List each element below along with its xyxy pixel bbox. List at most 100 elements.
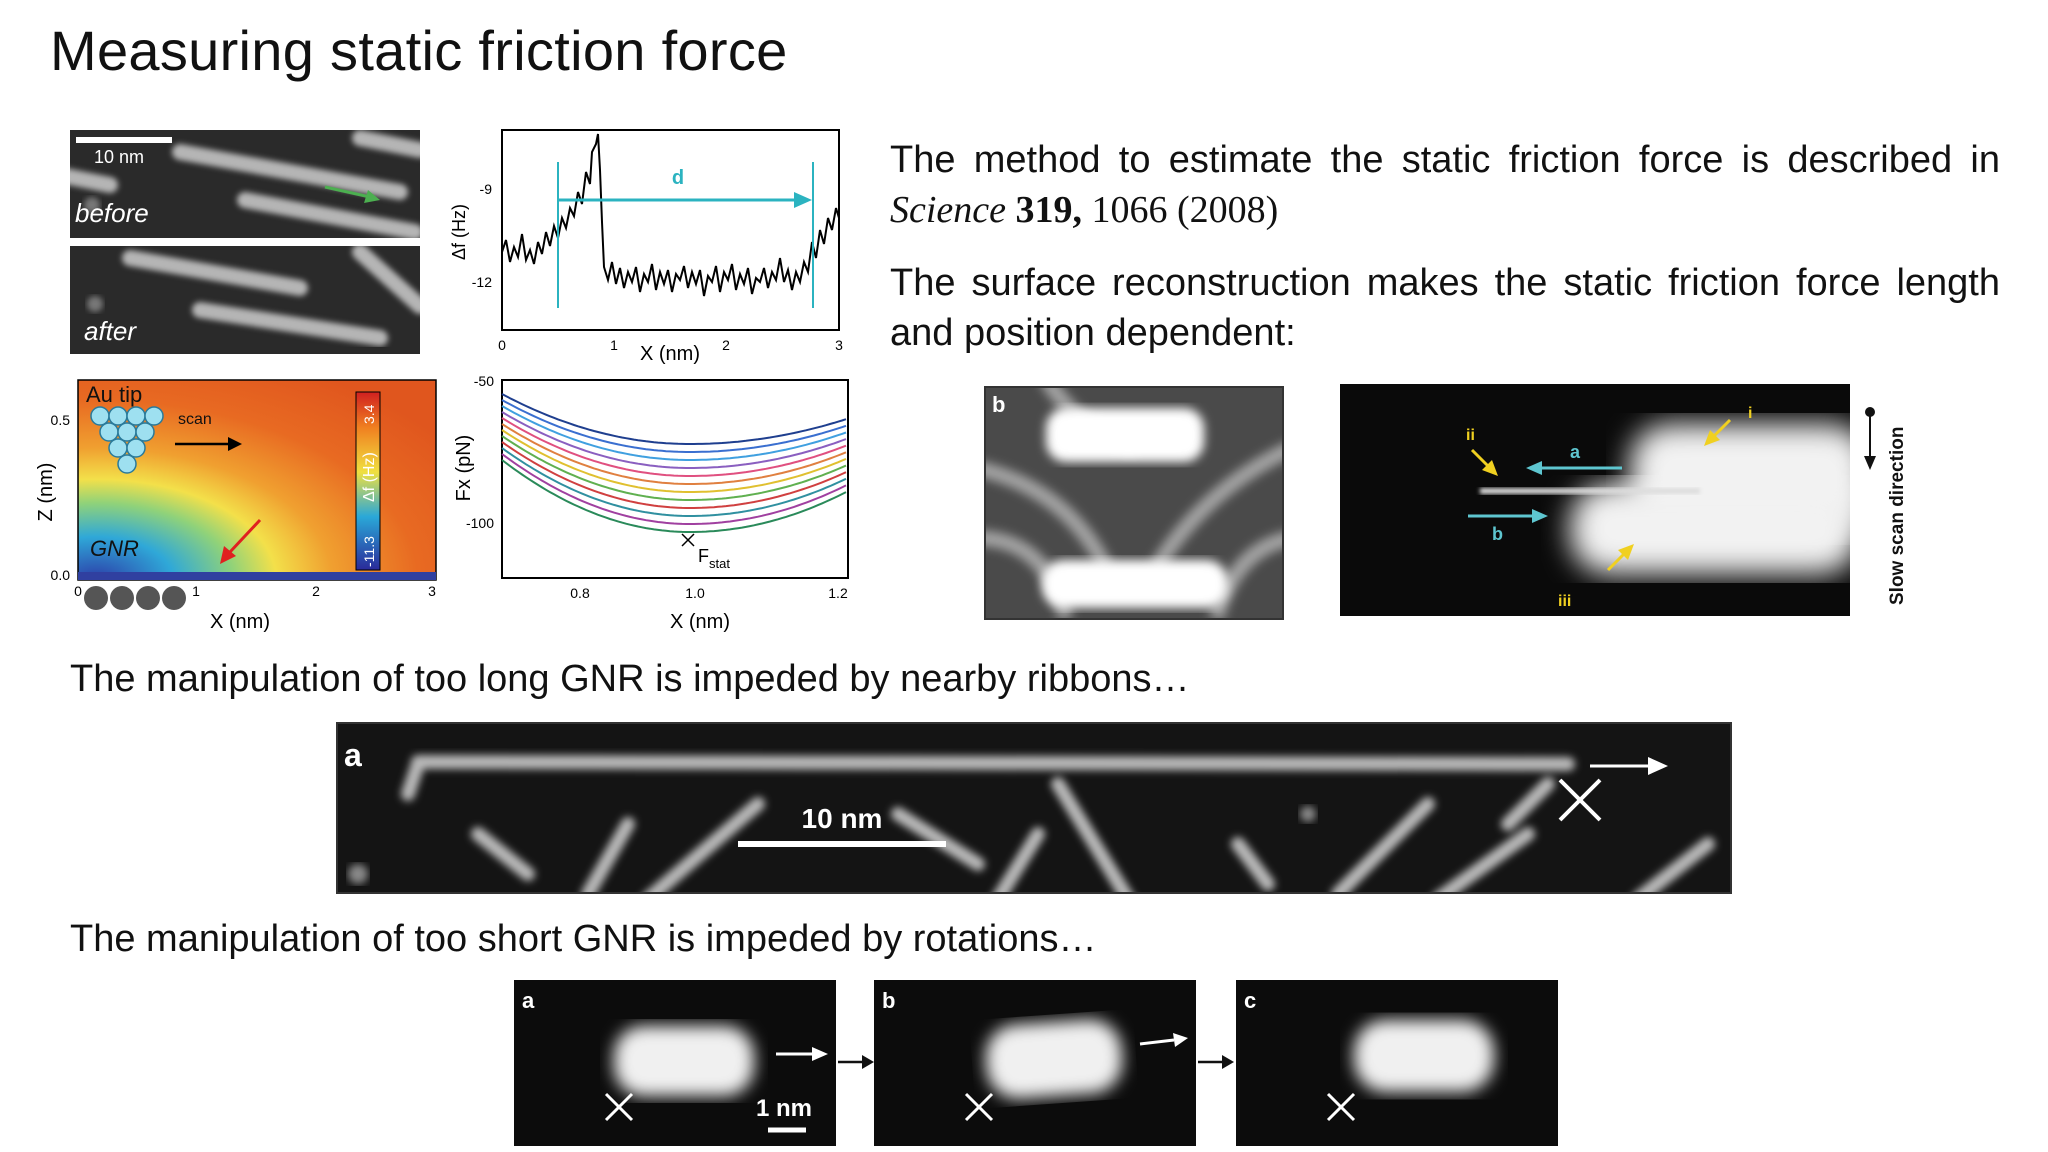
fx-xlabel: X (nm)	[670, 611, 730, 633]
fstat-main: F	[698, 546, 709, 566]
fx-curve	[501, 423, 847, 485]
stm-before-image: 10 nm before	[70, 130, 420, 238]
ytick-df-1: -12	[472, 274, 492, 290]
gnr-label: GNR	[90, 536, 139, 561]
xtick-fx-1: 1.0	[685, 585, 705, 601]
caption-long-gnr: The manipulation of too long GNR is impe…	[70, 658, 1190, 700]
fx-plot: Fstat -50 -100 0.8 1.0 1.2 X (nm) Fx (pN…	[453, 373, 849, 633]
colorbar-min: -11.3	[361, 536, 377, 567]
z-ylabel: Z (nm)	[35, 463, 57, 522]
marker-iii-label: iii	[1558, 593, 1571, 610]
journal-name: Science	[890, 189, 1007, 231]
reconstruction-image: b	[984, 386, 1284, 620]
df-trace	[501, 133, 840, 297]
fx-curve	[501, 447, 847, 517]
tip-label: Au tip	[86, 382, 142, 407]
xtick-df-1: 1	[610, 337, 618, 353]
fx-curve	[501, 393, 847, 445]
ytick-fx-0: -50	[474, 373, 494, 389]
ytick-z-0: 0.5	[51, 412, 71, 428]
df-plot-frame	[501, 129, 840, 331]
slow-scan-image: a b i ii iii	[1340, 384, 1850, 616]
short-gnr-panel-b: b	[874, 980, 1196, 1146]
fx-curve	[501, 405, 847, 461]
scan-label: scan	[178, 411, 212, 428]
stm-before-graphic: 10 nm before	[70, 130, 420, 238]
fx-curve	[501, 399, 847, 453]
long-gnr-scale-label: 10 nm	[802, 803, 883, 834]
fx-curve	[501, 435, 847, 501]
substrate-atoms	[84, 586, 186, 610]
xtick-z-2: 2	[312, 583, 320, 599]
journal-pages: 1066 (2008)	[1082, 189, 1279, 231]
short-gnr-scale-label: 1 nm	[756, 1095, 812, 1122]
journal-volume: 319,	[1015, 189, 1083, 231]
df-plot: d -9 -12 0 1 2 3 X (nm) Δf (Hz)	[449, 129, 843, 365]
caption-short-gnr: The manipulation of too short GNR is imp…	[70, 918, 1097, 960]
ytick-df-0: -9	[480, 181, 493, 197]
ytick-z-1: 0.0	[51, 567, 71, 583]
ytick-fx-1: -100	[466, 515, 494, 531]
short-gnr-graphic-b: b	[874, 980, 1196, 1146]
short-gnr-panel-a: a 1 nm	[514, 980, 836, 1146]
short-gnr-label-b: b	[882, 988, 895, 1013]
distance-label: d	[672, 167, 684, 189]
colorbar	[355, 391, 381, 571]
arrow-b-label: b	[1492, 524, 1503, 544]
slow-scan-label: Slow scan direction	[1887, 427, 1908, 605]
marker-ii-label: ii	[1466, 427, 1475, 444]
marker-i-label: i	[1748, 405, 1752, 422]
xtick-df-0: 0	[498, 337, 506, 353]
method-text: The method to estimate the static fricti…	[890, 139, 2000, 181]
z-map-plot: Au tip scan GNR -11.3 Δf (Hz) 3.4 0.5 0.…	[35, 379, 437, 633]
tip-atoms	[90, 406, 164, 474]
reconstruction-graphic: b	[986, 388, 1282, 618]
fstat-label: Fstat	[698, 546, 730, 571]
short-gnr-label-a: a	[522, 988, 535, 1013]
fx-curve	[501, 441, 847, 509]
colorbar-max: 3.4	[361, 404, 377, 424]
fx-curves	[501, 393, 847, 533]
method-paragraph: The method to estimate the static fricti…	[890, 135, 2000, 235]
fx-curve	[501, 411, 847, 469]
after-label: after	[84, 316, 137, 346]
xtick-fx-2: 1.2	[828, 585, 848, 601]
recon-panel-label: b	[992, 392, 1005, 417]
xtick-df-3: 3	[835, 337, 843, 353]
surface-paragraph: The surface reconstruction makes the sta…	[890, 262, 2000, 354]
fx-ylabel: Fx (pN)	[453, 435, 475, 502]
xtick-fx-0: 0.8	[570, 585, 590, 601]
fstat-sub: stat	[709, 556, 730, 571]
slow-scan-direction: Slow scan direction	[1864, 407, 1908, 605]
citation: Science 319, 1066 (2008)	[890, 189, 1278, 231]
short-gnr-graphic-a: a 1 nm	[514, 980, 836, 1146]
long-gnr-image: a 10 nm	[336, 722, 1732, 894]
fx-curve	[501, 417, 847, 477]
colorbar-label: Δf (Hz)	[361, 452, 378, 502]
fx-curve	[501, 429, 847, 493]
z-xlabel: X (nm)	[210, 611, 270, 633]
scale-bar-label: 10 nm	[94, 147, 144, 167]
fx-curve	[501, 453, 847, 525]
stm-after-graphic: after	[70, 246, 420, 354]
short-gnr-label-c: c	[1244, 988, 1256, 1013]
fx-plot-frame	[501, 379, 849, 579]
df-ylabel: Δf (Hz)	[449, 204, 469, 260]
before-label: before	[75, 198, 149, 228]
df-xlabel: X (nm)	[640, 343, 700, 365]
long-gnr-graphic: a 10 nm	[338, 724, 1730, 892]
page-title: Measuring static friction force	[50, 19, 788, 82]
short-gnr-graphic-c: c	[1236, 980, 1558, 1146]
short-gnr-panel-c: c	[1236, 980, 1558, 1146]
xtick-df-2: 2	[722, 337, 730, 353]
sequence-arrow-1	[838, 1055, 874, 1069]
slow-scan-graphic: a b i ii iii	[1340, 384, 1850, 616]
sequence-arrow-2	[1198, 1055, 1234, 1069]
stm-after-image: after	[70, 246, 420, 354]
xtick-z-0: 0	[74, 583, 82, 599]
fx-curve	[501, 459, 847, 533]
arrow-a-label: a	[1570, 442, 1581, 462]
long-gnr-panel-label: a	[344, 737, 362, 773]
xtick-z-3: 3	[428, 583, 436, 599]
xtick-z-1: 1	[192, 583, 200, 599]
